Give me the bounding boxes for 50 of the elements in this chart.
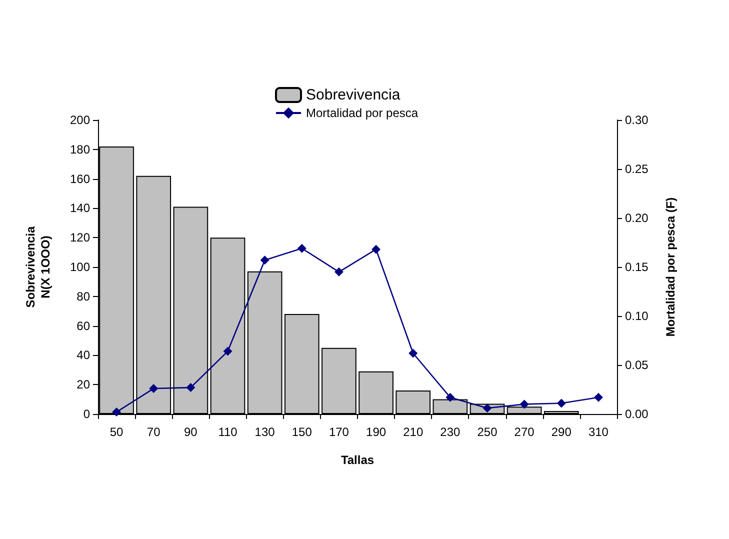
y-tick-label: 0 — [83, 407, 90, 421]
x-tick-label: 90 — [184, 425, 198, 439]
y2-tick-label: 0.15 — [625, 260, 649, 274]
y2-tick-label: 0.00 — [625, 407, 649, 421]
y-tick-label: 20 — [76, 378, 90, 392]
y-tick-label: 180 — [70, 142, 90, 156]
point — [112, 408, 122, 417]
x-tick-label: 70 — [146, 425, 161, 439]
point — [594, 392, 603, 402]
point — [149, 384, 158, 394]
x-tick-label: 130 — [254, 425, 276, 439]
point — [334, 267, 344, 276]
x-tick-label: 50 — [110, 425, 124, 439]
x-tick-label: 150 — [292, 425, 312, 439]
y-axis-title: Sobrevivencia N(X 1OOO) — [24, 226, 52, 308]
y2-axis-title: Mortalidad por pesca (F) — [664, 197, 678, 337]
x-tick-label: 210 — [403, 425, 424, 439]
y-tick-label: 200 — [70, 113, 90, 127]
y-tick-label: 60 — [76, 318, 90, 333]
point — [372, 244, 381, 254]
y-tick-label: 140 — [70, 201, 90, 216]
point — [446, 392, 455, 402]
point — [260, 256, 270, 265]
y-tick-label: 80 — [76, 289, 90, 304]
legend-label: Sobrevivencia — [306, 86, 401, 104]
x-tick-label: 190 — [366, 425, 386, 439]
y-tick-label: 40 — [76, 348, 90, 362]
point — [223, 346, 232, 356]
y2-tick-label: 0.05 — [625, 358, 649, 372]
point — [186, 383, 196, 392]
x-tick-label: 310 — [588, 425, 609, 439]
x-tick-label: 290 — [551, 425, 572, 439]
x-tick-label: 270 — [514, 425, 535, 439]
point — [297, 244, 306, 253]
y2-tick-label: 0.10 — [625, 309, 649, 323]
y-tick-label: 160 — [70, 172, 90, 186]
y2-tick-label: 0.25 — [625, 162, 649, 176]
x-tick-label: 110 — [218, 425, 238, 439]
legend-label: Mortalidad por pesca — [306, 106, 418, 120]
x-tick-label: 230 — [440, 425, 461, 439]
y-tick-label: 120 — [70, 230, 90, 245]
point — [408, 348, 418, 358]
y-tick-label: 100 — [70, 260, 90, 274]
x-axis-title: Tallas — [340, 453, 374, 467]
point — [520, 400, 529, 409]
y2-tick-label: 0.30 — [625, 113, 649, 127]
point — [556, 398, 566, 408]
x-tick-label: 250 — [477, 425, 498, 439]
y2-tick-label: 0.20 — [625, 211, 649, 225]
x-tick-label: 170 — [328, 425, 350, 439]
